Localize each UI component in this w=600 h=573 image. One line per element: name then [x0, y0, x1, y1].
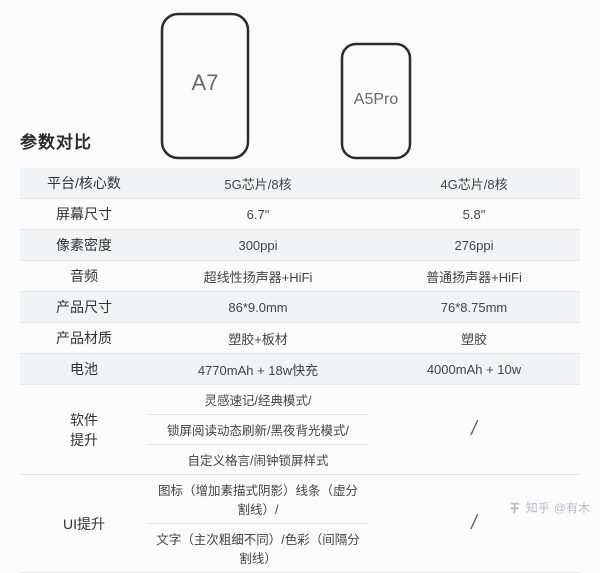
table-row: 像素密度300ppi276ppi [20, 230, 580, 261]
watermark-user: @有木 [554, 499, 590, 516]
row-a5-value: 4000mAh + 10w [368, 354, 580, 385]
row-a7-multi: 图标（增加素描式阴影）线条（虚分割线）/文字（主次粗细不同）/色彩（间隔分割线） [148, 475, 368, 573]
row-label: UI提升 [20, 475, 148, 573]
phone-a5pro: A5Pro [340, 42, 412, 160]
row-label: 像素密度 [20, 230, 148, 261]
sub-line: 自定义格言/闹钟锁屏样式 [148, 445, 368, 474]
row-a5-value: / [368, 475, 580, 573]
page-title: 参数对比 [20, 128, 92, 153]
table-row: 音频超线性扬声器+HiFi普通扬声器+HiFi [20, 261, 580, 292]
spec-table: 平台/核心数5G芯片/8核4G芯片/8核屏幕尺寸6.7"5.8"像素密度300p… [20, 168, 580, 573]
row-a5-value: 276ppi [368, 230, 580, 261]
row-label: 产品尺寸 [20, 292, 148, 323]
row-a7-multi: 灵感速记/经典模式/锁屏阅读动态刷新/黑夜背光模式/自定义格言/闹钟锁屏样式 [148, 385, 368, 475]
slash-icon: / [471, 418, 477, 440]
row-a5-value: 5.8" [368, 199, 580, 230]
table-row: 产品尺寸86*9.0mm76*8.75mm [20, 292, 580, 323]
phone-a7: A7 [160, 12, 250, 160]
phone-a7-label: A7 [192, 70, 219, 95]
slash-icon: / [471, 512, 477, 534]
row-a5-value: 塑胶 [368, 323, 580, 354]
phone-comparison-images: A7 A5Pro [20, 12, 580, 160]
phone-outline-a5pro: A5Pro [340, 42, 412, 160]
row-a5-value: 4G芯片/8核 [368, 168, 580, 199]
row-a7-value: 4770mAh + 18w快充 [148, 354, 368, 385]
table-row-multi: 软件提升灵感速记/经典模式/锁屏阅读动态刷新/黑夜背光模式/自定义格言/闹钟锁屏… [20, 385, 580, 475]
row-a5-value: 76*8.75mm [368, 292, 580, 323]
phone-outline-a7: A7 [160, 12, 250, 160]
phone-a5pro-label: A5Pro [354, 91, 399, 108]
sub-line: 灵感速记/经典模式/ [148, 385, 368, 415]
row-a7-value: 5G芯片/8核 [148, 168, 368, 199]
table-row: 产品材质塑胶+板材塑胶 [20, 323, 580, 354]
row-a7-value: 6.7" [148, 199, 368, 230]
table-row-multi: UI提升图标（增加素描式阴影）线条（虚分割线）/文字（主次粗细不同）/色彩（间隔… [20, 475, 580, 573]
watermark-platform: 知乎 [526, 499, 550, 516]
zhihu-icon [508, 501, 522, 515]
row-label: 屏幕尺寸 [20, 199, 148, 230]
row-a7-value: 300ppi [148, 230, 368, 261]
row-a5-value: 普通扬声器+HiFi [368, 261, 580, 292]
sub-line: 锁屏阅读动态刷新/黑夜背光模式/ [148, 415, 368, 445]
row-a5-value: / [368, 385, 580, 475]
row-label: 产品材质 [20, 323, 148, 354]
table-row: 电池4770mAh + 18w快充4000mAh + 10w [20, 354, 580, 385]
row-label: 平台/核心数 [20, 168, 148, 199]
sub-line: 图标（增加素描式阴影）线条（虚分割线）/ [148, 475, 368, 524]
row-label: 音频 [20, 261, 148, 292]
row-a7-value: 塑胶+板材 [148, 323, 368, 354]
table-row: 屏幕尺寸6.7"5.8" [20, 199, 580, 230]
sub-line: 文字（主次粗细不同）/色彩（间隔分割线） [148, 524, 368, 572]
row-a7-value: 超线性扬声器+HiFi [148, 261, 368, 292]
row-a7-value: 86*9.0mm [148, 292, 368, 323]
row-label: 电池 [20, 354, 148, 385]
watermark: 知乎 @有木 [508, 499, 590, 516]
row-label: 软件提升 [20, 385, 148, 475]
table-row: 平台/核心数5G芯片/8核4G芯片/8核 [20, 168, 580, 199]
